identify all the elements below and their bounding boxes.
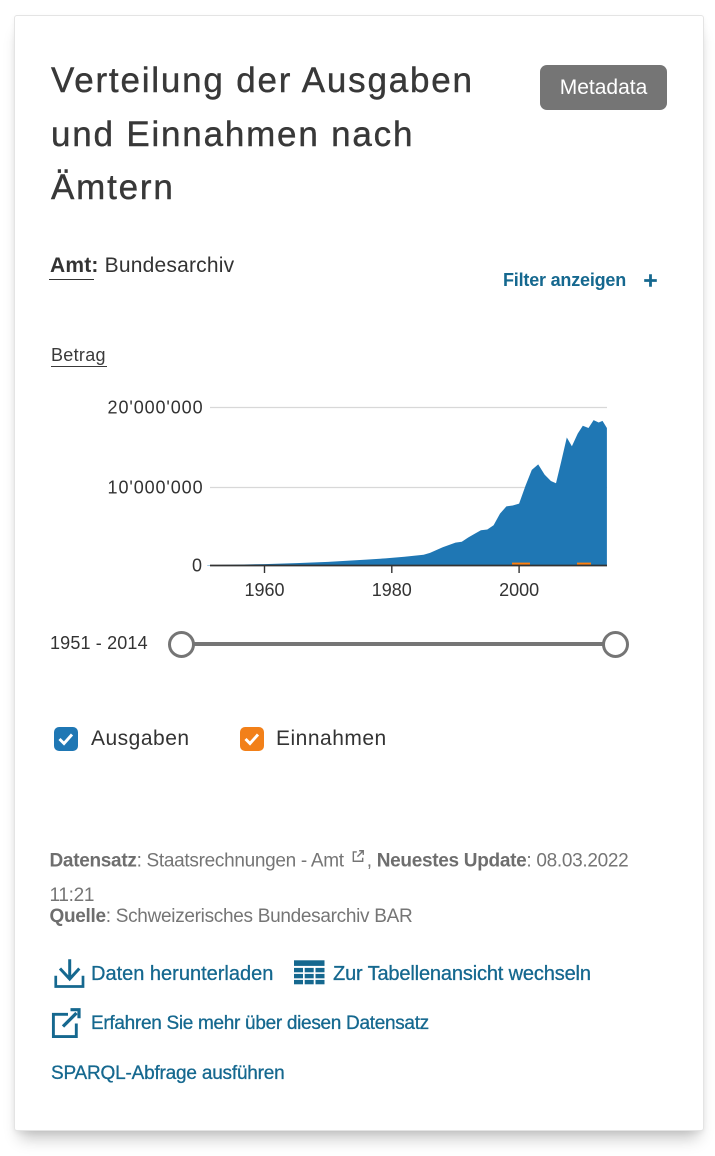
svg-text:1980: 1980 bbox=[372, 580, 412, 600]
svg-text:1960: 1960 bbox=[244, 580, 284, 600]
svg-text:2000: 2000 bbox=[499, 580, 539, 600]
svg-text:10'000'000: 10'000'000 bbox=[108, 477, 204, 497]
svg-text:20'000'000: 20'000'000 bbox=[108, 397, 204, 417]
svg-text:0: 0 bbox=[192, 555, 202, 575]
